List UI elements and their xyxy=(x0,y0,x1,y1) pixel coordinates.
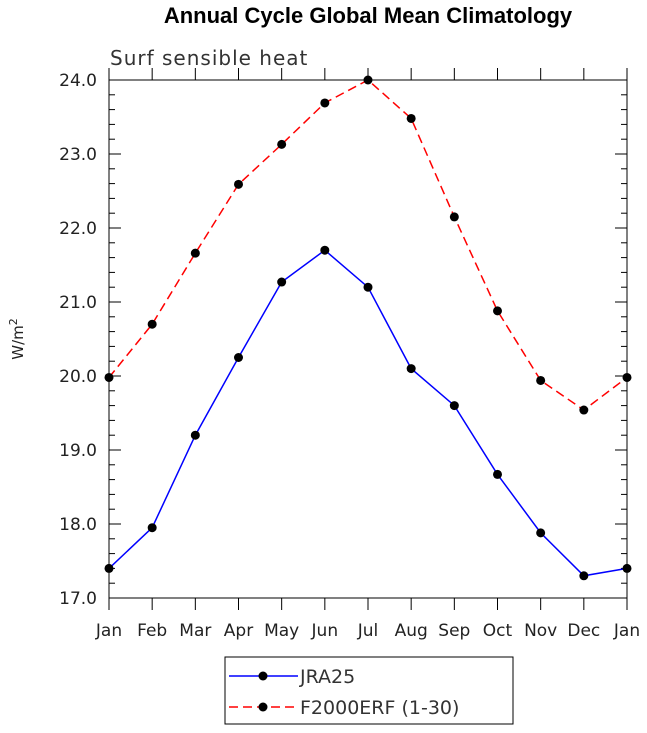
data-point-f2000erf-1-30 xyxy=(579,405,589,415)
data-point-jra25 xyxy=(104,563,114,573)
x-tick-label: Feb xyxy=(137,621,167,641)
y-tick-label: 24.0 xyxy=(59,71,97,91)
legend-box xyxy=(224,656,514,725)
data-point-f2000erf-1-30 xyxy=(277,139,287,149)
data-point-f2000erf-1-30 xyxy=(493,306,502,316)
y-tick-label: 21.0 xyxy=(59,293,97,313)
x-tick-label: Jun xyxy=(311,621,339,641)
x-tick-label: Jan xyxy=(95,621,122,641)
y-tick-label: 23.0 xyxy=(59,145,97,165)
legend-marker-jra25 xyxy=(258,671,268,681)
y-tick-label: 20.0 xyxy=(59,367,97,387)
data-point-f2000erf-1-30 xyxy=(147,319,157,329)
x-tick-label: May xyxy=(264,621,299,641)
data-point-f2000erf-1-30 xyxy=(449,212,459,222)
data-point-jra25 xyxy=(493,469,502,479)
y-tick-label: 22.0 xyxy=(59,219,97,239)
plot-frame xyxy=(108,79,628,599)
x-tick-label: Jan xyxy=(613,621,640,641)
x-tick-labels: Jan Feb Mar Apr May Jun Jul Aug Sep Oct Nov Dec Jan xyxy=(95,621,640,641)
data-point-f2000erf-1-30 xyxy=(320,98,330,108)
legend: JRA25 F2000ERF (1-30) xyxy=(224,656,514,725)
data-point-f2000erf-1-30 xyxy=(536,375,546,385)
data-point-jra25 xyxy=(234,353,243,362)
x-tick-label: Apr xyxy=(224,621,253,641)
y-tick-labels: 17.0 18.0 19.0 20.0 21.0 22.0 23.0 24.0 xyxy=(59,71,97,609)
legend-label-f2000erf: F2000ERF (1-30) xyxy=(300,697,459,719)
chart-title: Annual Cycle Global Mean Climatology xyxy=(164,3,573,28)
y-tick-label: 19.0 xyxy=(59,441,97,461)
data-point-f2000erf-1-30 xyxy=(622,372,632,382)
data-point-f2000erf-1-30 xyxy=(190,248,200,258)
y-axis-label: W/m2 xyxy=(7,318,27,360)
x-tick-label: Sep xyxy=(438,621,470,641)
chart-subtitle: Surf sensible heat xyxy=(110,46,308,70)
x-tick-label: Jul xyxy=(357,621,379,641)
y-tick-label: 17.0 xyxy=(59,589,97,609)
data-point-jra25 xyxy=(536,528,546,538)
data-point-f2000erf-1-30 xyxy=(234,179,243,189)
y-axis-label-superscript: 2 xyxy=(7,318,20,325)
data-point-f2000erf-1-30 xyxy=(363,75,373,85)
data-point-f2000erf-1-30 xyxy=(104,372,114,382)
x-tick-label: Nov xyxy=(524,621,557,641)
data-point-jra25 xyxy=(147,523,157,533)
data-point-jra25 xyxy=(449,401,459,411)
series-layer xyxy=(104,75,632,581)
data-point-jra25 xyxy=(622,563,632,573)
series-line-f2000erf-1-30 xyxy=(108,79,628,411)
x-tick-label: Aug xyxy=(395,621,428,641)
legend-marker-f2000erf xyxy=(258,702,268,712)
data-point-jra25 xyxy=(579,571,589,581)
y-tick-label: 18.0 xyxy=(59,515,97,535)
data-point-jra25 xyxy=(190,430,200,440)
data-point-jra25 xyxy=(320,245,330,255)
data-point-jra25 xyxy=(363,282,373,292)
data-point-jra25 xyxy=(277,277,287,287)
legend-label-jra25: JRA25 xyxy=(299,666,355,688)
x-tick-label: Dec xyxy=(567,621,600,641)
axis-ticks xyxy=(108,68,628,610)
x-tick-label: Oct xyxy=(483,621,513,641)
data-point-jra25 xyxy=(406,364,416,374)
series-line-jra25 xyxy=(108,249,628,577)
x-tick-label: Mar xyxy=(179,621,211,641)
data-point-f2000erf-1-30 xyxy=(406,113,416,123)
y-axis-label-text: W/m xyxy=(9,325,27,360)
